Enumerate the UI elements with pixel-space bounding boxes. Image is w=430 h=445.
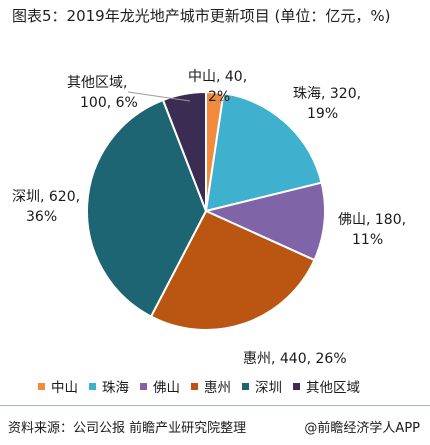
legend-swatch xyxy=(89,382,96,390)
leader-line-5 xyxy=(127,91,191,102)
legend-swatch xyxy=(293,382,300,390)
legend-swatch xyxy=(140,382,147,390)
legend-swatch xyxy=(242,382,249,390)
legend-item-4: 深圳 xyxy=(242,376,282,396)
legend-label: 中山 xyxy=(51,380,78,396)
legend-label: 深圳 xyxy=(255,380,282,396)
legend-item-1: 珠海 xyxy=(89,376,129,396)
footer-divider xyxy=(0,405,430,406)
leader-line-0 xyxy=(215,96,233,104)
chart-legend: 中山 珠海 佛山 惠州 深圳 其他区域 xyxy=(38,376,408,396)
legend-swatch xyxy=(191,382,198,390)
legend-item-2: 佛山 xyxy=(140,376,180,396)
brand-watermark: @前瞻经济学人APP xyxy=(304,421,420,436)
slice-label-5: 其他区域, 100, 6% xyxy=(67,75,138,111)
legend-item-5: 其他区域 xyxy=(293,376,360,396)
pie-slice-2 xyxy=(202,181,326,262)
legend-item-3: 惠州 xyxy=(191,376,231,396)
slice-label-3: 惠州, 440, 26% xyxy=(243,351,347,367)
legend-swatch xyxy=(38,382,45,390)
pie-slice-3 xyxy=(149,209,316,331)
slice-label-2: 佛山, 180, 11% xyxy=(338,212,406,248)
legend-label: 珠海 xyxy=(102,380,129,396)
pie-slices xyxy=(86,90,326,331)
leader-lines xyxy=(127,91,233,104)
slice-labels: 中山, 40, 2% 珠海, 320, 19% 佛山, 180, 11% 惠州, 440, … xyxy=(12,69,406,367)
pie-slice-1 xyxy=(204,92,323,213)
legend-label: 佛山 xyxy=(153,380,180,396)
source-note: 资料来源：公司公报 前瞻产业研究院整理 xyxy=(8,421,247,436)
slice-label-4: 深圳, 620, 36% xyxy=(12,189,80,225)
pie-slice-5 xyxy=(161,90,207,212)
slice-label-0: 中山, 40, 2% xyxy=(188,69,247,105)
pie-slice-4 xyxy=(86,98,208,318)
legend-item-0: 中山 xyxy=(38,376,78,396)
pie-chart: 中山, 40, 2% 珠海, 320, 19% 佛山, 180, 11% 惠州, 440, … xyxy=(12,69,406,367)
chart-title: 图表5：2019年龙光地产城市更新项目 (单位：亿元，%) xyxy=(12,7,391,25)
legend-label: 其他区域 xyxy=(306,380,360,396)
legend-label: 惠州 xyxy=(204,380,231,396)
slice-label-1: 珠海, 320, 19% xyxy=(293,86,361,122)
